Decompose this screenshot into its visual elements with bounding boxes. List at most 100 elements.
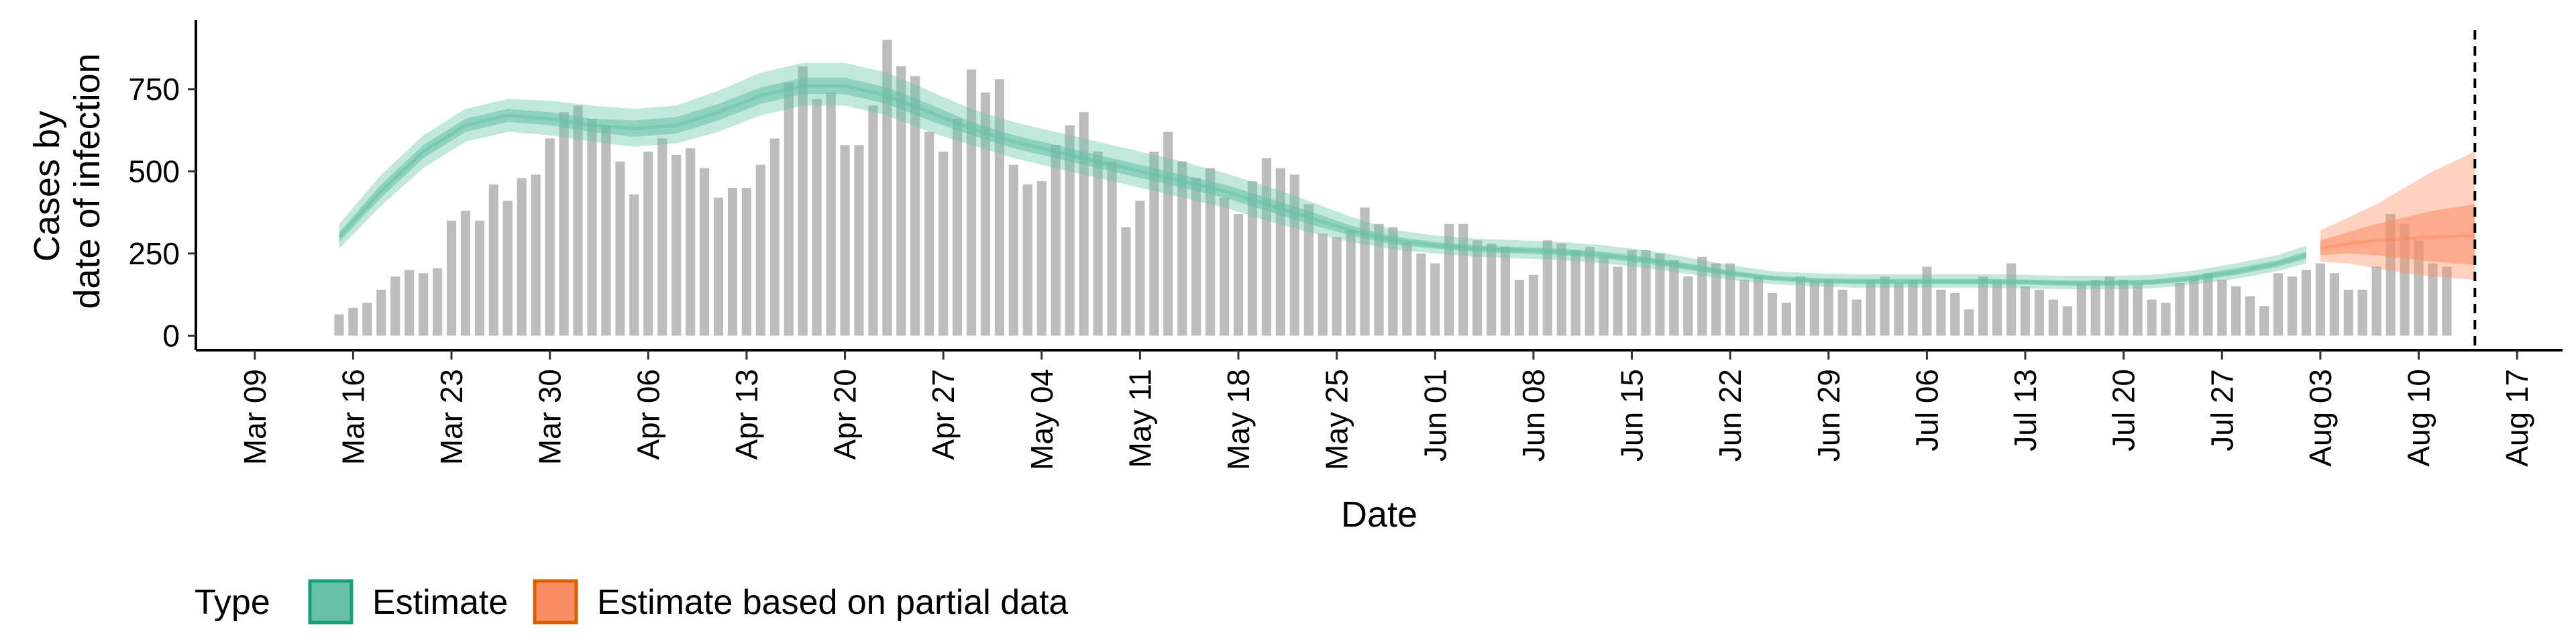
- x-axis-title: Date: [1341, 494, 1417, 535]
- bar: [2442, 266, 2452, 336]
- bar: [1051, 145, 1061, 336]
- x-tick-label: Jun 08: [1516, 369, 1551, 462]
- x-tick-label: Apr 27: [926, 369, 961, 460]
- y-tick-label: 750: [128, 72, 180, 107]
- bar: [798, 66, 808, 336]
- bar: [1065, 125, 1075, 336]
- bar: [390, 276, 400, 336]
- bar: [1458, 223, 1468, 336]
- bar: [1444, 223, 1454, 336]
- bar: [1795, 276, 1806, 336]
- bar: [1880, 276, 1890, 336]
- bar: [755, 164, 765, 336]
- bar: [1121, 227, 1131, 336]
- bar: [348, 307, 358, 336]
- bar: [629, 194, 639, 336]
- bar: [2273, 273, 2284, 336]
- x-tick-label: Jul 06: [1909, 369, 1944, 451]
- bar: [2020, 286, 2031, 336]
- bar: [1908, 280, 1918, 336]
- bar: [446, 220, 457, 336]
- y-axis: 0 250 500 750: [128, 72, 196, 353]
- bar: [1036, 181, 1046, 336]
- bar: [1781, 303, 1792, 336]
- bar: [924, 131, 934, 336]
- bar: [1556, 244, 1566, 336]
- bar: [615, 161, 625, 336]
- bar: [1332, 237, 1342, 336]
- bar: [1247, 181, 1258, 336]
- legend-label-partial: Estimate based on partial data: [597, 583, 1069, 622]
- bar: [2147, 299, 2157, 336]
- bar: [2175, 283, 2185, 336]
- bar: [474, 220, 485, 336]
- bar: [699, 168, 710, 336]
- bar: [1711, 263, 1721, 336]
- bar: [2048, 299, 2059, 336]
- bar: [2329, 273, 2339, 336]
- bar: [840, 145, 850, 336]
- bar: [334, 314, 344, 336]
- bar: [2231, 286, 2241, 336]
- bar: [2133, 283, 2143, 336]
- bar: [1261, 158, 1272, 336]
- bar: [1346, 230, 1356, 336]
- x-tick-label: May 18: [1221, 369, 1256, 470]
- bar: [419, 273, 429, 336]
- x-tick-label: Jun 22: [1713, 369, 1748, 462]
- bar: [2287, 276, 2298, 336]
- legend-label-estimate: Estimate: [372, 583, 508, 622]
- x-tick-label: Mar 30: [533, 369, 568, 465]
- bar: [2259, 306, 2269, 336]
- bar: [1978, 276, 1988, 336]
- bar: [657, 138, 667, 336]
- y-axis-title-line-1: Cases by: [27, 111, 67, 262]
- bar: [2428, 263, 2438, 336]
- bar: [2343, 289, 2353, 336]
- bar: [2104, 276, 2114, 336]
- bar: [727, 187, 738, 336]
- partial-median-line: [2320, 233, 2475, 251]
- bar: [1669, 260, 1679, 336]
- x-tick-label: Aug 10: [2402, 369, 2436, 467]
- bar: [713, 197, 724, 336]
- legend-key-partial: [533, 579, 578, 625]
- x-tick-label: Jun 01: [1417, 369, 1452, 462]
- bar: [1528, 274, 1539, 336]
- partial-inner-band: [2320, 204, 2475, 266]
- bar: [2189, 276, 2199, 336]
- bar: [2301, 270, 2312, 336]
- bar: [1008, 164, 1019, 336]
- bar: [1430, 263, 1440, 336]
- bar: [1219, 197, 1230, 336]
- bar: [2203, 273, 2213, 336]
- x-tick-label: Mar 23: [434, 369, 469, 465]
- bar: [362, 303, 372, 336]
- x-tick-label: Jul 20: [2106, 369, 2141, 451]
- bar: [1936, 289, 1946, 336]
- bar: [1374, 223, 1384, 336]
- bar: [1725, 263, 1735, 336]
- legend-title: Type: [195, 583, 270, 622]
- bar: [643, 152, 653, 336]
- bar: [1402, 244, 1412, 336]
- x-tick-label: Aug 17: [2500, 369, 2534, 467]
- y-tick-label: 500: [128, 154, 180, 189]
- bar: [1866, 280, 1876, 336]
- x-tick-label: May 11: [1122, 369, 1157, 468]
- x-tick-label: Apr 20: [828, 369, 863, 460]
- bar: [2315, 263, 2326, 336]
- bar: [1177, 161, 1187, 336]
- bar: [2076, 283, 2086, 336]
- estimate-bands-layer: [337, 62, 2475, 290]
- bar: [980, 92, 991, 336]
- bar: [587, 119, 597, 336]
- bar: [601, 125, 611, 336]
- y-axis-title: Cases by date of infection: [27, 53, 107, 309]
- bar: [812, 99, 822, 336]
- bar: [573, 105, 583, 336]
- bar: [2034, 289, 2045, 336]
- bar: [502, 201, 513, 336]
- bar: [460, 211, 471, 336]
- x-tick-label: Apr 06: [631, 369, 665, 460]
